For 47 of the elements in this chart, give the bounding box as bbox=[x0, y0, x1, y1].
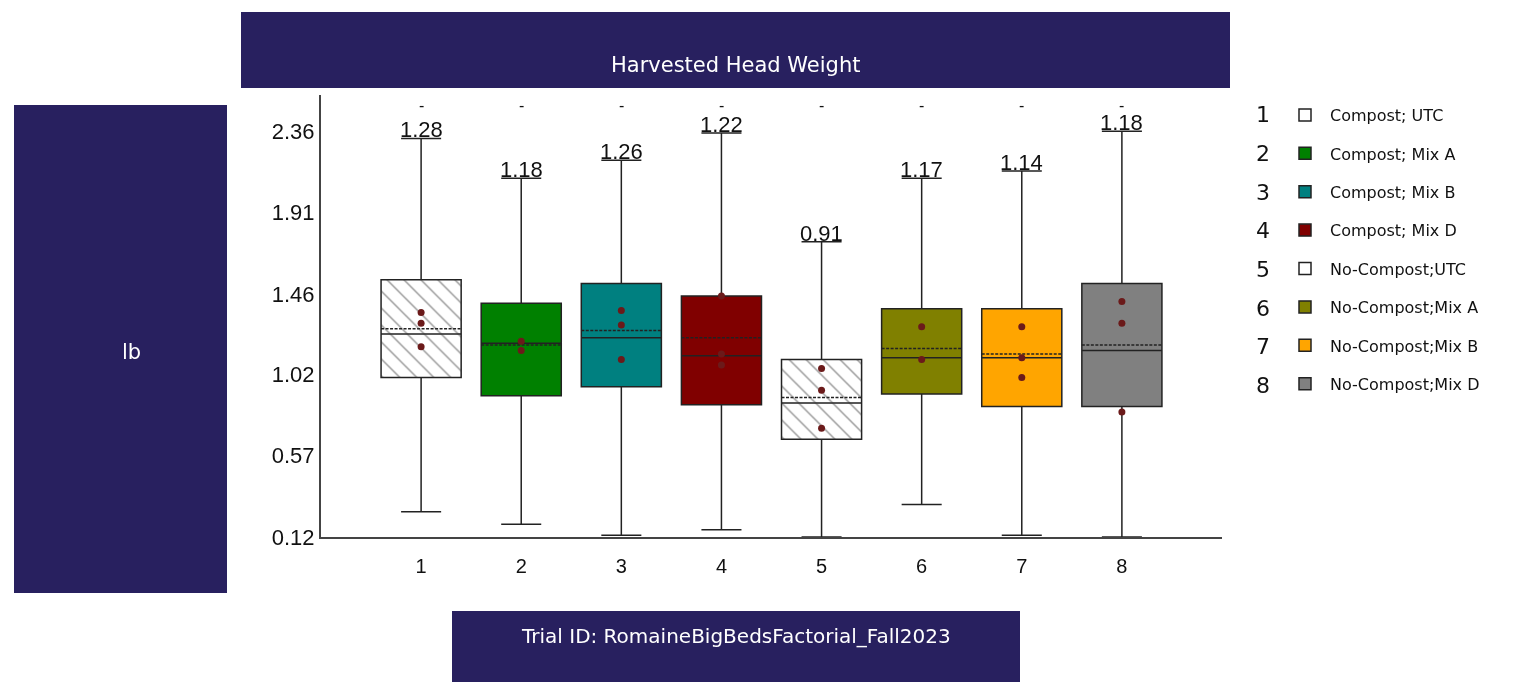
category-label: 4 bbox=[1256, 218, 1270, 243]
category-label: 5 bbox=[1256, 257, 1270, 282]
legend-label: Compost; Mix B bbox=[1330, 182, 1456, 202]
y-tick-label: 1.02 bbox=[271, 361, 315, 387]
y-tick-label: 1.46 bbox=[271, 281, 315, 307]
y-tick-label: 0.57 bbox=[271, 443, 315, 469]
y-tick-label: 0.12 bbox=[271, 524, 315, 550]
x-tick-label: 6 bbox=[916, 555, 928, 577]
y-tick-label: 2.36 bbox=[271, 118, 315, 144]
legend-label: Compost; Mix A bbox=[1330, 144, 1456, 164]
category-label: 7 bbox=[1256, 334, 1270, 359]
annotation: 1.18 bbox=[500, 157, 543, 182]
category-label: 8 bbox=[1256, 373, 1270, 398]
category-label: 6 bbox=[1256, 296, 1270, 321]
legend-label: No-Compost;Mix D bbox=[1330, 374, 1480, 394]
text: Trial ID: RomaineBigBedsFactorial_Fall2023 bbox=[521, 624, 951, 648]
legend-label: Compost; Mix D bbox=[1330, 221, 1457, 241]
annotation: - bbox=[619, 97, 625, 114]
annotation: 0.91 bbox=[800, 221, 843, 246]
annotation: - bbox=[819, 97, 825, 114]
annotation: 1.22 bbox=[700, 112, 743, 137]
x-tick-label: 7 bbox=[1016, 555, 1028, 577]
annotation: - bbox=[919, 97, 925, 114]
x-tick-label: 2 bbox=[515, 555, 527, 577]
x-tick-label: 4 bbox=[715, 555, 727, 577]
x-tick-label: 3 bbox=[615, 555, 627, 577]
legend-label: No-Compost;Mix B bbox=[1330, 336, 1479, 356]
annotation: 1.26 bbox=[600, 139, 643, 164]
x-tick-label: 8 bbox=[1116, 555, 1128, 577]
annotation: 1.17 bbox=[900, 157, 943, 182]
annotation: 1.14 bbox=[1000, 150, 1043, 175]
annotation: - bbox=[1019, 97, 1025, 114]
legend-label: No-Compost;UTC bbox=[1330, 259, 1467, 279]
annotation: 1.28 bbox=[400, 117, 443, 142]
category-label: 3 bbox=[1256, 180, 1270, 205]
legend-label: No-Compost;Mix A bbox=[1330, 298, 1479, 318]
annotation: - bbox=[719, 97, 725, 114]
chart-title: Harvested Head Weight bbox=[611, 53, 861, 77]
annotation: - bbox=[419, 97, 425, 114]
category-label: 1 bbox=[1256, 102, 1270, 127]
category-label: 2 bbox=[1256, 141, 1270, 166]
legend-label: Compost; UTC bbox=[1330, 106, 1444, 126]
text: lb bbox=[122, 340, 142, 364]
annotation: - bbox=[519, 97, 525, 114]
x-tick-label: 1 bbox=[415, 555, 427, 577]
x-tick-label: 5 bbox=[816, 555, 828, 577]
y-tick-label: 1.91 bbox=[271, 200, 315, 226]
